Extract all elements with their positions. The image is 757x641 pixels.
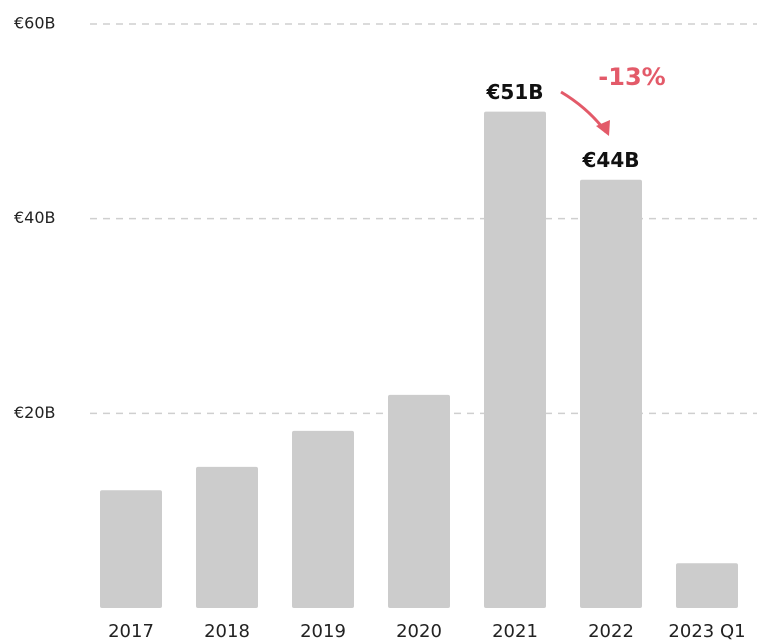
bar: [676, 563, 738, 608]
annotation: -13%: [598, 63, 665, 91]
y-tick-label: €40B: [14, 208, 56, 227]
y-tick-label: €20B: [14, 403, 56, 422]
bar: [100, 490, 162, 608]
x-tick-label: 2018: [204, 621, 250, 641]
bar: [292, 430, 354, 608]
value-label: €51B: [486, 80, 544, 104]
x-tick-label: 2020: [396, 621, 442, 641]
x-tick-label: 2019: [300, 621, 346, 641]
bar: [484, 111, 546, 608]
y-tick-label: €60B: [14, 14, 56, 33]
bar: [388, 394, 450, 608]
x-tick-label: 2022: [588, 621, 634, 641]
bar: [196, 466, 258, 608]
value-label: €44B: [582, 148, 640, 172]
annotation-arrowhead: [596, 120, 610, 136]
x-tick-label: 2017: [108, 621, 154, 641]
x-tick-label: 2021: [492, 621, 538, 641]
x-tick-label: 2023 Q1: [668, 621, 745, 641]
bar: [580, 179, 642, 608]
